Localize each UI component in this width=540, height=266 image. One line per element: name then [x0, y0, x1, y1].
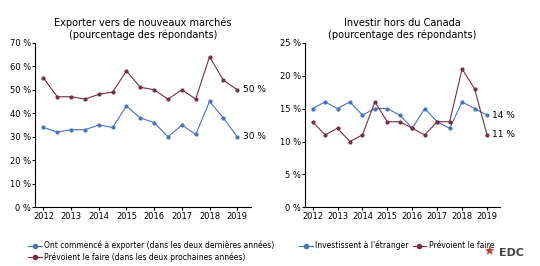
Text: EDC: EDC: [499, 248, 524, 258]
Legend: Investissent à l'étranger, Prévoient le faire: Investissent à l'étranger, Prévoient le …: [299, 241, 494, 251]
Text: 11 %: 11 %: [492, 130, 515, 139]
Title: Investir hors du Canada
(pourcentage des répondants): Investir hors du Canada (pourcentage des…: [328, 18, 476, 40]
Title: Exporter vers de nouveaux marchés
(pourcentage des répondants): Exporter vers de nouveaux marchés (pourc…: [55, 18, 232, 40]
Text: ★: ★: [483, 245, 494, 258]
Text: 14 %: 14 %: [492, 111, 515, 120]
Text: 30 %: 30 %: [243, 132, 266, 141]
Legend: Ont commencé à exporter (dans les deux dernières années), Prévoient le faire (da: Ont commencé à exporter (dans les deux d…: [28, 241, 274, 262]
Text: 50 %: 50 %: [243, 85, 266, 94]
